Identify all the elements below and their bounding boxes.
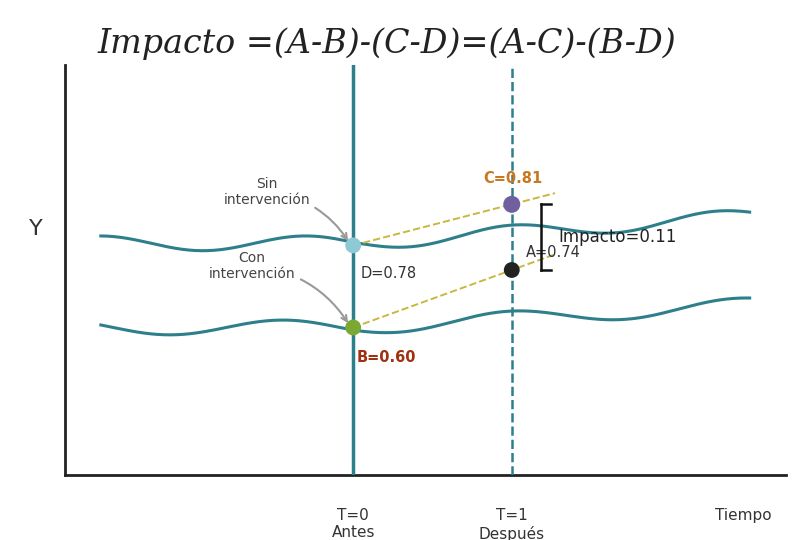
Text: C=0.81: C=0.81	[483, 171, 542, 186]
Text: Impacto=0.11: Impacto=0.11	[559, 228, 677, 246]
Text: Sin
intervención: Sin intervención	[224, 177, 347, 239]
Text: Impacto =(A-B)-(C-D)=(A-C)-(B-D): Impacto =(A-B)-(C-D)=(A-C)-(B-D)	[97, 27, 676, 59]
Text: T=0
Antes: T=0 Antes	[331, 508, 375, 540]
Text: Tiempo: Tiempo	[714, 508, 771, 523]
Text: B=0.60: B=0.60	[356, 350, 416, 365]
Text: Y: Y	[29, 219, 43, 239]
Point	[505, 200, 518, 208]
Text: Con
intervención: Con intervención	[209, 251, 347, 321]
Text: A=0.74: A=0.74	[526, 245, 581, 260]
Point	[347, 323, 360, 332]
Point	[347, 241, 360, 249]
Point	[505, 266, 518, 274]
Text: D=0.78: D=0.78	[360, 266, 416, 281]
Text: T=1
Después: T=1 Después	[479, 508, 545, 540]
